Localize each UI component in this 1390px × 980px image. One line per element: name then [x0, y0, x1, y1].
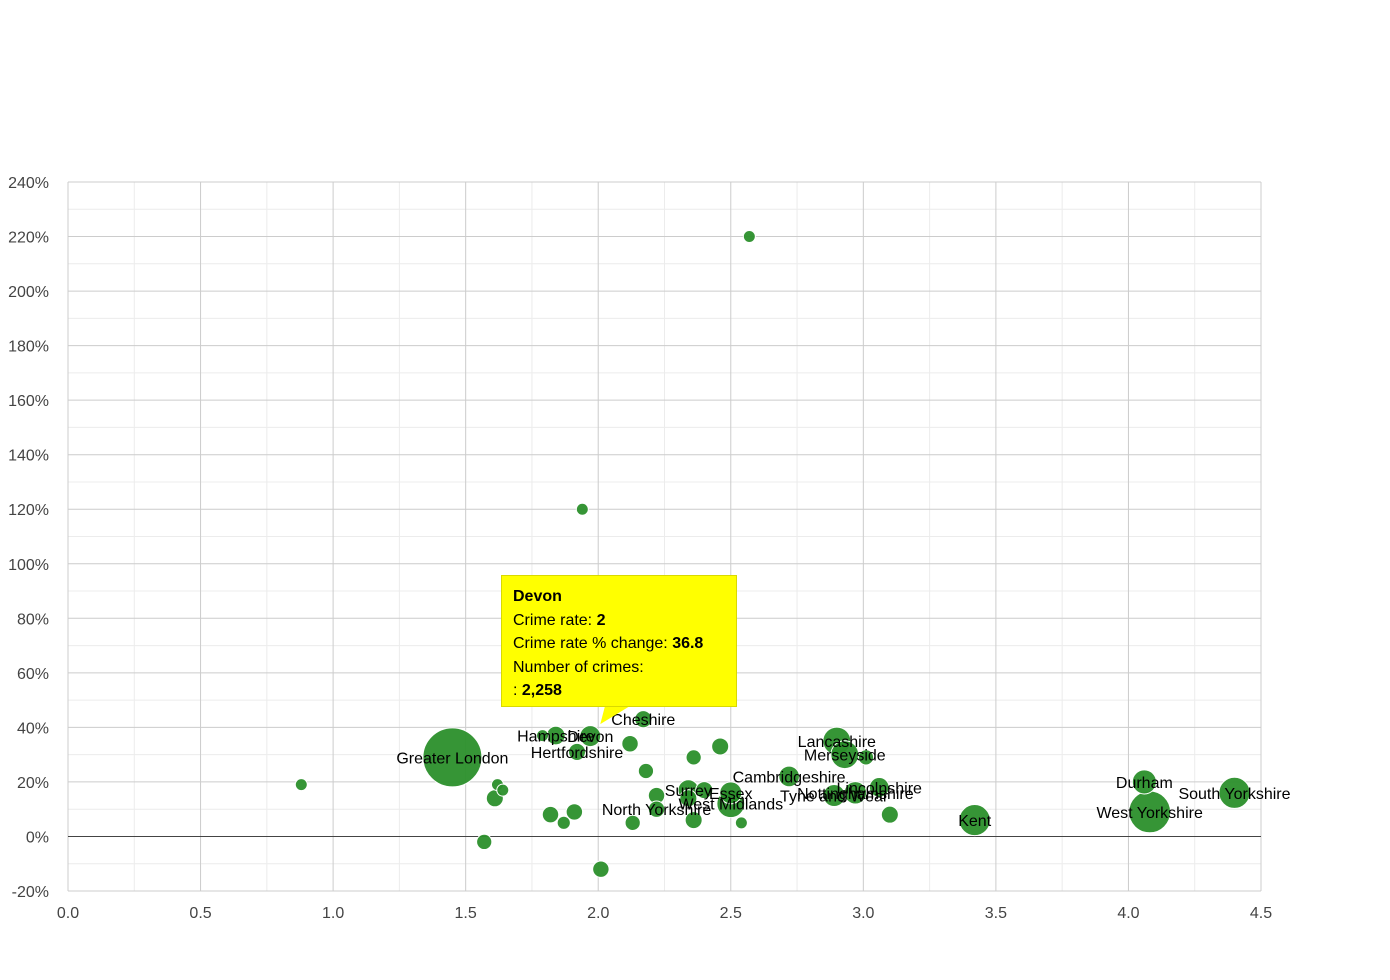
bubble-label: Durham: [1116, 775, 1173, 792]
bubble-point: [556, 815, 571, 830]
bubble-point: [579, 725, 602, 748]
y-tick-label: 240%: [8, 175, 49, 192]
bubble-point: [719, 781, 743, 805]
x-tick-label: 0.5: [189, 905, 211, 922]
bubble-labels: Greater London HampshireHertfordshireDevo…: [396, 712, 1290, 830]
bubble-point: [567, 742, 587, 761]
x-tick-label: 2.0: [587, 905, 609, 922]
tooltip-count-prefix: :: [513, 682, 522, 699]
bubble-point: [711, 737, 730, 756]
tooltip-change-value: 36.8: [672, 635, 704, 652]
bubble-point: [422, 727, 483, 788]
x-tick-label: 4.0: [1117, 905, 1139, 922]
x-tick-label: 2.5: [720, 905, 742, 922]
bubble-point: [496, 783, 510, 797]
bubble-point: [679, 789, 698, 808]
tooltip-count-label: Number of crimes:: [513, 658, 644, 676]
x-tick-label: 1.0: [322, 905, 344, 922]
bubble-point: [294, 778, 308, 792]
tooltip-arrow: [600, 706, 630, 725]
y-tick-label: 220%: [8, 230, 49, 247]
bubble-label: Hampshire: [517, 729, 594, 746]
bubble-label: Cheshire: [611, 712, 675, 729]
axes: [67, 182, 1261, 892]
bubble-point: [742, 230, 756, 244]
bubble-label: Greater London: [396, 750, 508, 767]
bubble-point: [1218, 776, 1251, 809]
bubble-point: [868, 777, 890, 798]
bubble-point: [685, 749, 702, 766]
bubble-label: Lancashire: [798, 734, 876, 751]
bubble-label: Hertfordshire: [531, 745, 624, 762]
bubble-point: [880, 805, 899, 824]
bubble-label: Surrey: [665, 783, 712, 800]
y-tick-label: 100%: [8, 557, 49, 574]
y-tick-label: 140%: [8, 448, 49, 465]
tooltip-rate-label: Crime rate:: [513, 611, 597, 629]
bubble-point: [778, 765, 800, 788]
x-tick-label: 1.5: [455, 905, 477, 922]
x-axis-tick-labels: 0.0 0.5 1.0 1.5 2.0 2.5 3.0 3.5 4.0 4.5: [57, 905, 1272, 922]
tooltip-change-label: Crime rate % change:: [513, 635, 673, 652]
y-tick-label: 80%: [17, 611, 49, 628]
tooltip-count-value: 2,258: [521, 682, 562, 699]
bubble-label: West Midlands: [678, 797, 783, 814]
y-tick-label: 40%: [17, 720, 49, 737]
bubble-point: [637, 762, 655, 780]
bubble-label: South Yorkshire: [1178, 786, 1290, 803]
bubble-point: [958, 804, 991, 837]
y-tick-label: 20%: [17, 775, 49, 792]
tooltip-pointer: [600, 706, 630, 725]
y-tick-label: -20%: [12, 884, 49, 901]
y-tick-label: 0%: [26, 829, 49, 846]
bubble-label: Lincolnshire: [837, 780, 922, 797]
bubble-label: Cambridgeshire: [733, 769, 846, 786]
bubble-point: [536, 729, 550, 743]
bubble-point: [684, 811, 703, 830]
bubble-label: Kent: [958, 813, 991, 830]
bubble-point: [634, 710, 653, 729]
bubble-label: Essex: [709, 786, 753, 803]
bubble-point: [1131, 769, 1157, 795]
bubble-point: [734, 816, 748, 830]
tooltip: Devon Crime rate: 2 Crime rate % change:…: [501, 575, 737, 707]
major-gridlines: [68, 181, 1262, 892]
bubble-label: West Yorkshire: [1096, 805, 1203, 822]
bubble-point: [857, 749, 875, 766]
bubble-label: Merseyside: [804, 748, 886, 765]
y-tick-label: 160%: [8, 393, 49, 410]
y-axis-tick-labels: -20% 0% 20% 40% 60% 80% 100% 120% 140% 160% 180% 20…: [8, 175, 49, 901]
bubble-label: Tyne and Wear: [780, 789, 889, 806]
bubble-label: Devon: [567, 729, 613, 746]
x-tick-label: 4.5: [1250, 905, 1272, 922]
tooltip-rate-value: 2: [596, 611, 606, 629]
bubble-point: [695, 781, 714, 800]
bubble-point: [541, 805, 560, 824]
y-tick-label: 120%: [8, 502, 49, 519]
bubbles: [294, 230, 1251, 878]
bubble-point: [647, 800, 666, 818]
bubble-label: North Yorkshire: [602, 802, 711, 819]
bubble-point: [822, 784, 846, 808]
x-tick-label: 3.0: [852, 905, 874, 922]
bubble-point: [575, 502, 589, 516]
x-tick-label: 0.0: [57, 905, 79, 922]
bubble-label: Nottinghamshire: [797, 786, 914, 803]
x-tick-label: 3.5: [985, 905, 1007, 922]
bubble-point: [565, 803, 584, 821]
bubble-point: [624, 814, 641, 831]
y-tick-label: 200%: [8, 284, 49, 301]
y-tick-label: 180%: [8, 339, 49, 356]
bubble-point: [592, 860, 610, 878]
y-tick-label: 60%: [17, 666, 49, 683]
bubble-point: [476, 833, 493, 851]
tooltip-title: Devon: [513, 588, 562, 605]
bubble-point: [621, 735, 639, 753]
